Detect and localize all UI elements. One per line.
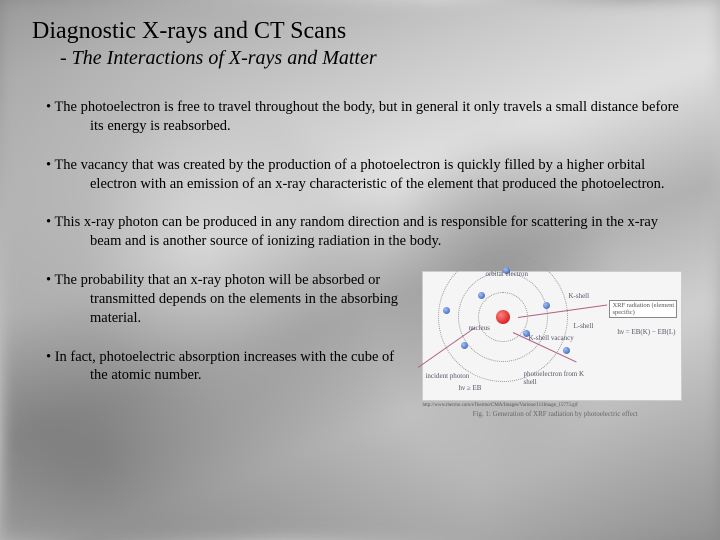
energy-equation-label: hν = EB(K) − EB(L) xyxy=(617,328,675,336)
orbital-electron-label: orbital electron xyxy=(485,270,528,278)
bullet-item: The vacancy that was created by the prod… xyxy=(36,156,688,194)
bullet-item: In fact, photoelectric absorption increa… xyxy=(36,348,412,386)
diagram-source-url: http://www.thermo.com/eThermo/CMA/Images… xyxy=(422,403,688,408)
xrf-box: XRF radiation (element specific) xyxy=(609,300,677,318)
kshell-label: K-shell xyxy=(568,292,589,300)
bottom-row: The probability that an x-ray photon wil… xyxy=(32,271,688,418)
photoelectric-diagram: orbital electron nucleus K-shell L-shell… xyxy=(422,271,682,401)
lshell-label: L-shell xyxy=(573,322,593,330)
incident-photon-label: incident photon xyxy=(425,372,469,380)
vacancy-label: K-shell vacancy xyxy=(528,334,573,342)
bottom-text-column: The probability that an x-ray photon wil… xyxy=(32,271,412,405)
bullet-list: The photoelectron is free to travel thro… xyxy=(32,98,688,251)
slide-subtitle: - The Interactions of X-rays and Matter xyxy=(60,47,688,70)
bullet-item: This x-ray photon can be produced in any… xyxy=(36,213,688,251)
bullet-list-lower: The probability that an x-ray photon wil… xyxy=(32,271,412,385)
slide-content: Diagnostic X-rays and CT Scans - The Int… xyxy=(0,0,720,436)
binding-energy-label: hν ≥ EB xyxy=(458,384,481,392)
bullet-item: The probability that an x-ray photon wil… xyxy=(36,271,412,328)
diagram-caption: Fig. 1: Generation of XRF radiation by p… xyxy=(422,410,688,418)
electron-icon xyxy=(563,347,570,354)
subtitle-dash: - xyxy=(60,47,72,69)
subtitle-text: The Interactions of X-rays and Matter xyxy=(72,47,377,69)
slide-title: Diagnostic X-rays and CT Scans xyxy=(32,18,688,45)
diagram-column: orbital electron nucleus K-shell L-shell… xyxy=(412,271,688,418)
bullet-item: The photoelectron is free to travel thro… xyxy=(36,98,688,136)
nucleus-label: nucleus xyxy=(468,324,489,332)
photoelectron-label: photoelectron from K shell xyxy=(523,370,593,386)
